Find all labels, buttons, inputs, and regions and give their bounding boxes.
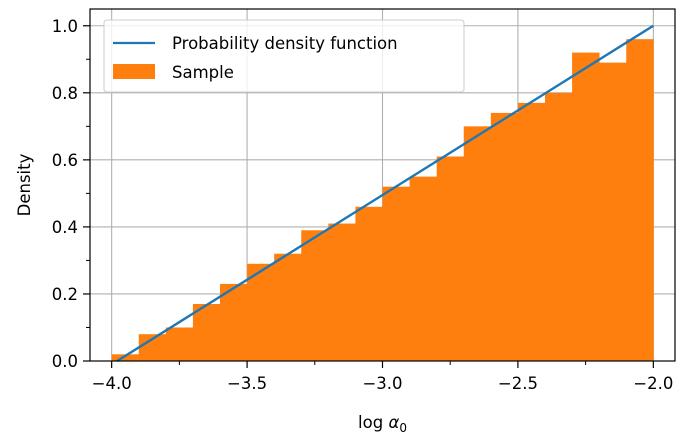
y-tick-label: 0.2 — [52, 285, 78, 304]
histogram-bar — [220, 283, 248, 361]
y-axis-label: Density — [15, 153, 34, 216]
histogram-bar — [599, 62, 627, 362]
y-tick-label: 1.0 — [52, 17, 78, 36]
x-tick-label: −2.0 — [633, 374, 673, 393]
histogram-bar — [409, 176, 438, 361]
x-axis-ticks: −4.0 −3.5 −3.0 −2.5 −2.0 — [92, 361, 673, 393]
histogram-bar — [463, 126, 492, 361]
histogram-bar — [111, 354, 140, 361]
pdf-line-group — [116, 24, 654, 363]
histogram-bar — [328, 223, 356, 361]
histogram-bar — [355, 206, 383, 361]
histogram-bar — [382, 186, 410, 361]
legend-swatch-sample — [113, 64, 155, 79]
legend-box — [103, 19, 465, 93]
histogram-bar — [517, 102, 546, 361]
y-tick-label: 0.6 — [52, 151, 78, 170]
histogram-bar — [490, 112, 519, 361]
histogram-bar — [545, 92, 573, 362]
legend-label-sample: Sample — [172, 63, 234, 82]
histogram-bar — [572, 52, 600, 361]
histogram-bar — [626, 39, 654, 362]
x-tick-label: −3.0 — [362, 374, 402, 393]
legend: Probability density function Sample — [103, 19, 465, 93]
histogram-bar — [301, 230, 329, 361]
x-axis-label: log α0 — [358, 413, 407, 435]
histogram-bar — [436, 156, 465, 361]
x-tick-label: −4.0 — [92, 374, 132, 393]
x-tick-label: −3.5 — [227, 374, 267, 393]
pdf-line — [116, 24, 654, 363]
x-tick-label: −2.5 — [498, 374, 538, 393]
histogram-bar — [274, 253, 302, 361]
y-axis-ticks: 0.0 0.2 0.4 0.6 0.8 1.0 — [52, 17, 90, 371]
y-tick-label: 0.8 — [52, 84, 78, 103]
histogram-bar — [247, 263, 275, 361]
histogram-bar — [165, 327, 194, 361]
legend-label-pdf: Probability density function — [172, 34, 398, 53]
y-tick-label: 0.4 — [52, 218, 78, 237]
histogram-bar — [192, 304, 221, 361]
y-tick-label: 0.0 — [52, 352, 78, 371]
